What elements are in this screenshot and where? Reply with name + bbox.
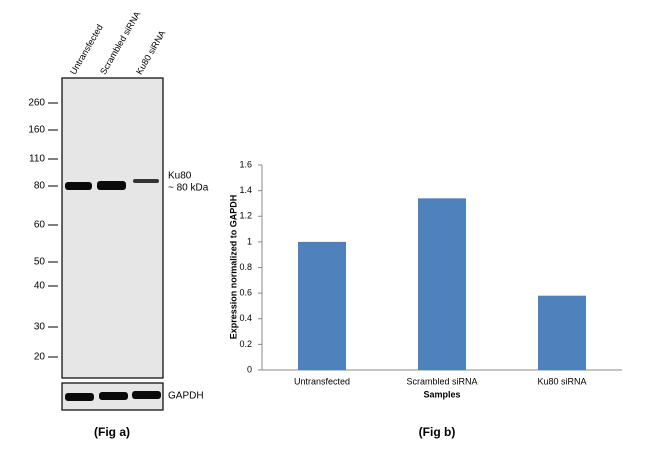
bar	[298, 241, 346, 370]
marker-label: 30	[34, 322, 46, 333]
y-tick-label: 1.4	[239, 185, 252, 195]
lane-label: Ku80 siRNA	[134, 29, 167, 76]
marker-label: 110	[29, 154, 45, 165]
caption: (Fig a)	[94, 425, 130, 439]
y-axis-label: Expression normalized to GAPDH	[228, 195, 238, 340]
marker-label: 40	[34, 281, 46, 292]
lane-label: Scrambled siRNA	[98, 10, 142, 77]
y-tick-label: 1.6	[239, 159, 252, 169]
band	[99, 392, 128, 400]
y-tick-label: 0	[247, 364, 252, 374]
blot-panel	[61, 77, 164, 379]
bar	[538, 295, 586, 370]
band	[65, 393, 94, 401]
band	[133, 179, 159, 183]
marker-label: 80	[34, 181, 46, 192]
band	[97, 181, 126, 190]
y-tick-label: 0.8	[239, 262, 252, 272]
bar	[418, 198, 466, 370]
band	[65, 182, 92, 190]
x-tick-label: Scrambled siRNA	[406, 376, 477, 386]
target-size: ~ 80 kDa	[168, 183, 209, 194]
target-label: Ku80	[168, 171, 192, 182]
y-tick-label: 0.2	[239, 339, 252, 349]
y-tick-label: 1.2	[239, 211, 252, 221]
x-axis-label: Samples	[423, 389, 460, 399]
marker-label: 50	[34, 257, 46, 268]
band	[132, 391, 161, 399]
marker-label: 60	[34, 220, 46, 231]
loading-control: GAPDH	[168, 391, 204, 402]
marker-label: 20	[34, 352, 46, 363]
y-tick-label: 0.4	[239, 313, 252, 323]
x-tick-label: Ku80 siRNA	[537, 376, 586, 386]
x-tick-label: Untransfected	[294, 376, 350, 386]
marker-label: 260	[28, 98, 45, 109]
marker-label: 160	[28, 125, 45, 136]
y-tick-label: 0.6	[239, 288, 252, 298]
y-tick-label: 1	[247, 236, 252, 246]
caption: (Fig b)	[419, 425, 456, 439]
